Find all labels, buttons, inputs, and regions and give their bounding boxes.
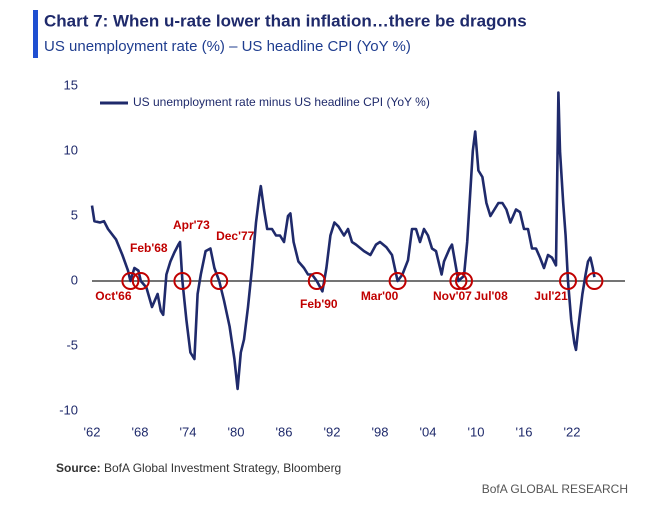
legend-label: US unemployment rate minus US headline C… bbox=[133, 95, 430, 109]
x-tick-label: '98 bbox=[372, 424, 389, 439]
annotation-label: Nov'07 bbox=[433, 289, 472, 303]
annotation-circle bbox=[210, 272, 229, 290]
x-tick-label: '68 bbox=[132, 424, 149, 439]
source-label: Source: bbox=[56, 461, 101, 475]
x-tick-label: '74 bbox=[180, 424, 197, 439]
y-tick-label: -10 bbox=[59, 402, 78, 417]
annotation-circle bbox=[388, 272, 407, 290]
y-tick-label: 15 bbox=[64, 77, 78, 92]
annotation-label: Feb'68 bbox=[130, 241, 168, 255]
annotation-label: Jul'21 bbox=[534, 289, 568, 303]
x-tick-label: '16 bbox=[516, 424, 533, 439]
chart-title: Chart 7: When u-rate lower than inflatio… bbox=[44, 11, 527, 30]
annotation-circle bbox=[585, 272, 604, 290]
x-tick-label: '22 bbox=[564, 424, 581, 439]
annotation-label: Apr'73 bbox=[173, 218, 210, 232]
annotation-circle bbox=[131, 272, 150, 290]
line bbox=[90, 91, 596, 391]
annotation-circle bbox=[449, 272, 468, 290]
y-tick-label: -5 bbox=[66, 337, 78, 352]
annotation-label: Jul'08 bbox=[474, 289, 508, 303]
x-tick-label: '10 bbox=[468, 424, 485, 439]
annotation-label: Mar'00 bbox=[361, 289, 399, 303]
source: BofA Global Investment Strategy, Bloombe… bbox=[104, 461, 341, 475]
y-tick-label: 10 bbox=[64, 142, 78, 157]
x-tick-label: '62 bbox=[84, 424, 101, 439]
x-tick-label: '80 bbox=[228, 424, 245, 439]
y-tick-label: 5 bbox=[71, 207, 78, 222]
annotation-label: Oct'66 bbox=[95, 289, 132, 303]
chart-subtitle: US unemployment rate (%) – US headline C… bbox=[44, 38, 411, 55]
annotation-label: Dec'77 bbox=[216, 229, 255, 243]
x-tick-label: '04 bbox=[420, 424, 437, 439]
annotation-label: Feb'90 bbox=[300, 297, 338, 311]
x-tick-label: '92 bbox=[324, 424, 341, 439]
annotation-circle bbox=[559, 272, 577, 290]
annotation-circle bbox=[173, 272, 192, 290]
y-tick-label: 0 bbox=[71, 272, 78, 287]
branding: BofA GLOBAL RESEARCH bbox=[482, 482, 628, 496]
annotation-circle bbox=[455, 272, 473, 290]
annotation-circle bbox=[307, 272, 326, 290]
annotation-circle bbox=[121, 272, 140, 290]
x-tick-label: '86 bbox=[276, 424, 293, 439]
title-accent bbox=[33, 10, 38, 58]
